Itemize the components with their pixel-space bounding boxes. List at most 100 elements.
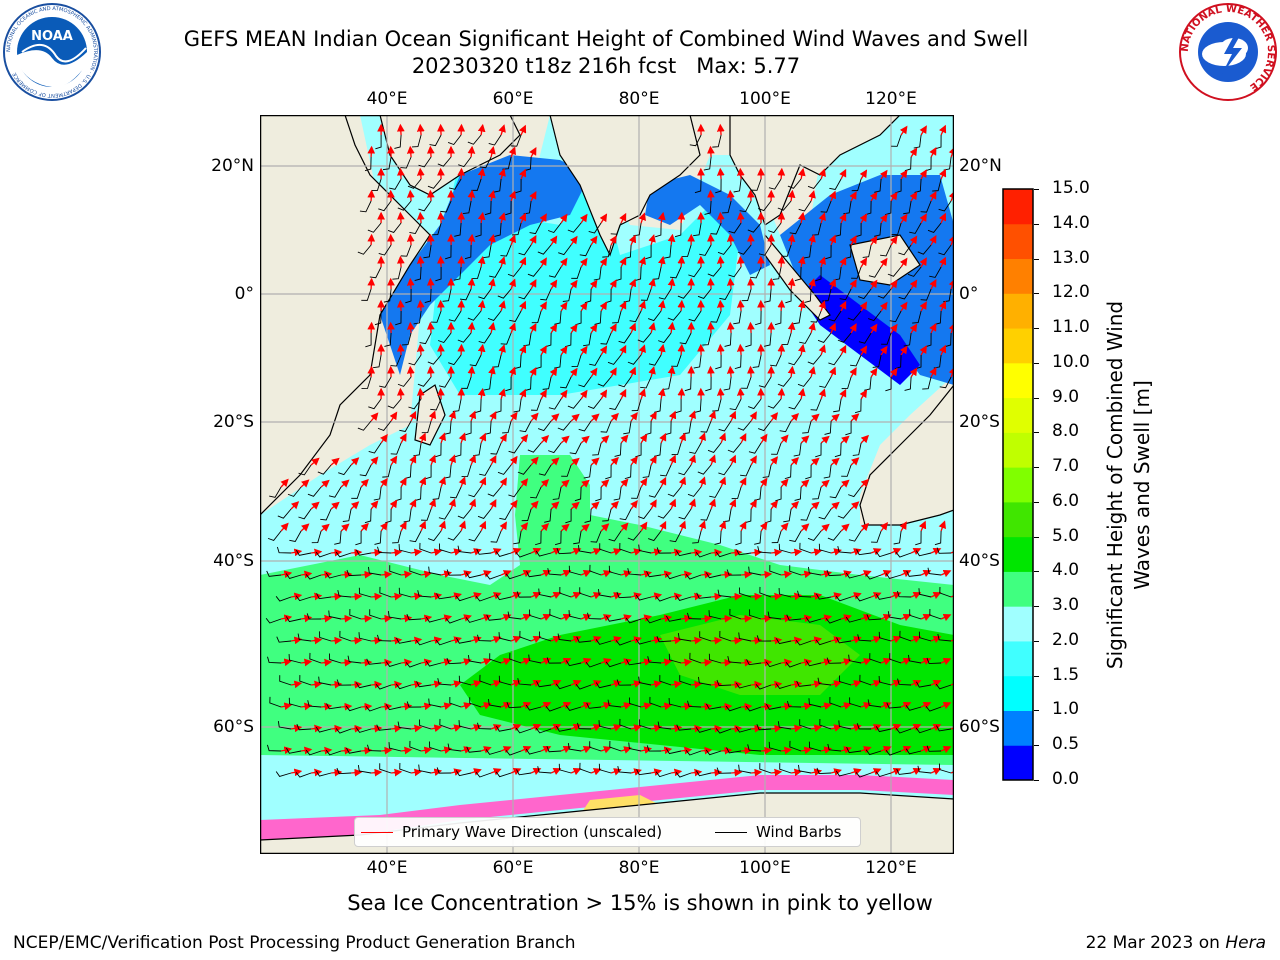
lat-tick-right: 40°S — [959, 551, 1000, 571]
ocean-field-blue-bengal — [645, 175, 770, 275]
wave-direction-arrow — [610, 500, 619, 510]
wave-direction-arrow — [477, 123, 486, 136]
wave-direction-arrow — [467, 277, 476, 290]
wave-direction-arrow — [746, 233, 755, 246]
wave-direction-arrow — [450, 636, 462, 644]
wind-barb — [544, 508, 552, 523]
wave-direction-arrow — [950, 592, 954, 600]
wave-direction-arrow — [667, 365, 676, 378]
wave-direction-arrow — [341, 746, 353, 755]
lon-tick-top: 120°E — [865, 89, 917, 109]
wave-direction-arrow — [409, 410, 417, 422]
wind-barb — [784, 464, 792, 480]
wave-direction-arrow — [549, 367, 558, 378]
wind-barb — [587, 398, 602, 409]
wind-barb — [803, 244, 812, 259]
wave-direction-arrow — [519, 168, 527, 180]
wave-direction-arrow — [920, 745, 932, 754]
wind-barb — [675, 398, 682, 414]
wind-barb — [409, 222, 422, 235]
wind-barb — [430, 398, 442, 411]
wind-barb — [628, 742, 642, 752]
wave-direction-arrow — [361, 614, 373, 623]
wave-direction-arrow — [698, 476, 706, 488]
wave-direction-arrow — [380, 521, 388, 532]
wind-barb — [927, 222, 942, 233]
wind-barb — [631, 398, 642, 412]
wind-barb — [508, 442, 522, 454]
wave-direction-arrow — [716, 211, 725, 224]
wave-direction-arrow — [396, 387, 405, 400]
wind-barb — [624, 244, 632, 259]
wind-barb — [595, 486, 602, 502]
wind-barb — [837, 545, 852, 554]
wind-barb — [695, 551, 712, 558]
wind-barb — [663, 244, 672, 259]
wind-barb — [487, 486, 502, 497]
wind-barb — [641, 288, 652, 301]
wind-barb — [829, 696, 842, 708]
colorbar-swatch — [1003, 640, 1033, 677]
wind-barb — [656, 636, 672, 643]
wind-barb — [734, 354, 742, 370]
wave-direction-arrow — [870, 636, 882, 644]
wave-direction-arrow — [420, 746, 433, 755]
wind-barb — [571, 266, 582, 279]
wind-barb — [812, 486, 822, 500]
wave-direction-arrow — [468, 410, 477, 422]
wave-direction-arrow — [731, 592, 743, 601]
wind-barb — [764, 288, 772, 303]
wave-direction-arrow — [659, 520, 667, 532]
wave-direction-arrow — [930, 547, 942, 556]
wind-barb — [810, 310, 822, 323]
wave-direction-arrow — [540, 613, 552, 622]
wave-direction-arrow — [510, 592, 522, 600]
wind-barb — [818, 543, 832, 554]
wave-direction-arrow — [639, 433, 648, 444]
wave-direction-arrow — [569, 323, 578, 334]
wind-barb — [610, 222, 622, 235]
wind-barb — [816, 593, 832, 600]
wind-barb — [295, 772, 312, 778]
wind-barb — [938, 200, 952, 212]
colorbar-tick-mark — [1034, 432, 1039, 434]
wave-direction-arrow — [880, 746, 892, 754]
lat-tick-right: 0° — [959, 284, 979, 304]
wave-direction-arrow — [438, 520, 446, 532]
wave-direction-arrow — [628, 366, 637, 378]
wave-direction-arrow — [450, 680, 462, 688]
wind-barb — [678, 464, 692, 476]
colorbar-tick-mark — [1034, 293, 1039, 295]
wind-barb — [605, 661, 622, 668]
wave-direction-arrow — [360, 522, 369, 532]
wind-barb — [857, 634, 872, 642]
wave-direction-arrow — [850, 724, 862, 732]
wave-direction-arrow — [670, 724, 683, 733]
wave-direction-arrow — [458, 520, 466, 532]
wind-barb — [705, 749, 722, 756]
wave-direction-arrow — [828, 278, 837, 290]
wave-direction-arrow — [797, 211, 806, 224]
wave-direction-arrow — [480, 658, 492, 666]
wind-barb — [774, 310, 782, 326]
wind-barb — [858, 332, 872, 344]
host-name: Hera — [1225, 933, 1266, 953]
wave-direction-arrow — [406, 277, 415, 290]
wave-direction-arrow — [840, 614, 852, 622]
wave-direction-arrow — [830, 413, 840, 422]
wave-direction-arrow — [340, 523, 350, 532]
wave-direction-arrow — [406, 189, 415, 202]
wave-direction-arrow — [839, 344, 847, 356]
wind-barb — [269, 486, 282, 498]
wind-barb — [505, 750, 522, 756]
wave-direction-arrow — [919, 169, 927, 180]
wind-barb — [778, 588, 792, 598]
wave-direction-arrow — [579, 257, 588, 268]
wave-direction-arrow — [580, 523, 590, 532]
wave-direction-arrow — [800, 746, 813, 755]
wave-direction-arrow — [890, 636, 902, 644]
wave-direction-arrow — [869, 191, 878, 202]
wind-barb — [618, 376, 632, 388]
wave-direction-arrow — [479, 432, 487, 444]
wind-barb — [631, 486, 642, 499]
